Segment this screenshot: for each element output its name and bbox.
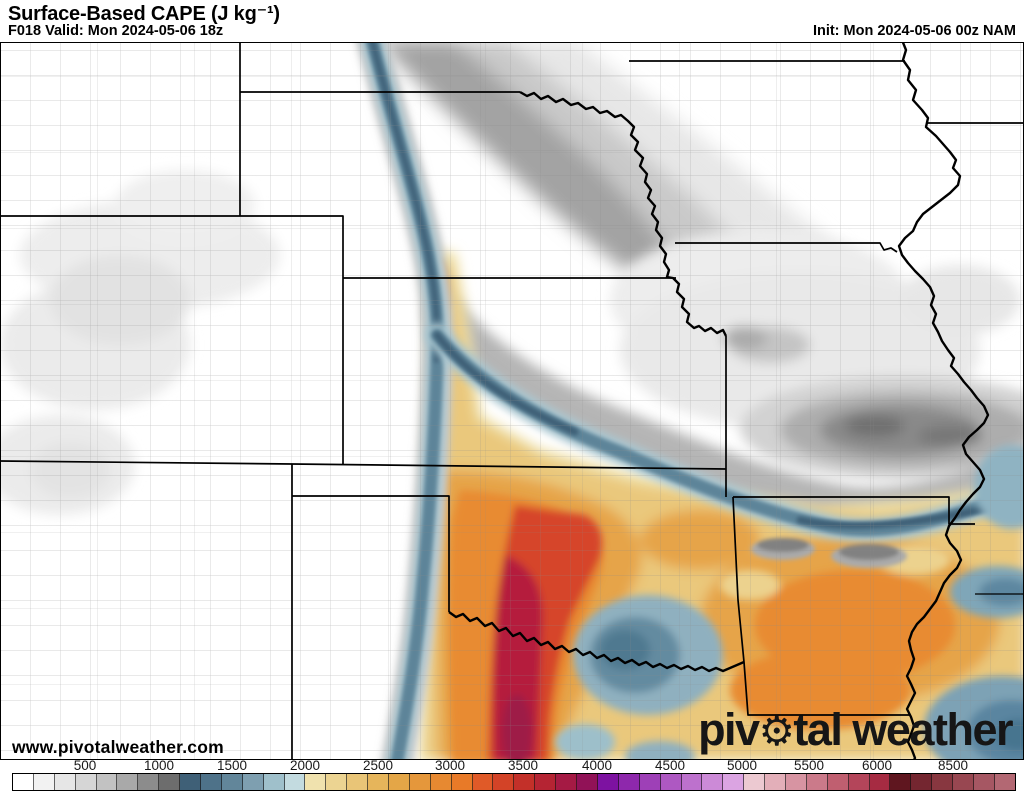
colorbar-cell (242, 774, 264, 790)
logo-text: tal weather (793, 704, 1013, 755)
colorbar-tick-label: 5000 (726, 758, 758, 773)
colorbar-cell (911, 774, 933, 790)
colorbar-cell (368, 774, 390, 790)
colorbar-cell (221, 774, 243, 790)
colorbar-tick-label: 3500 (507, 758, 539, 773)
colorbar-cell (263, 774, 285, 790)
colorbar-cell (597, 774, 619, 790)
colorbar-cell (159, 774, 181, 790)
colorbar-tick-label: 1500 (216, 758, 248, 773)
mississippi-river (897, 42, 990, 760)
colorbar-cell (493, 774, 515, 790)
colorbar-cell (54, 774, 76, 790)
colorbar-cell (556, 774, 578, 790)
colorbar-cell (702, 774, 724, 790)
colorbar-cell (96, 774, 118, 790)
colorbar-cell (827, 774, 849, 790)
rivers (448, 42, 990, 760)
colorbar-tick-label: 2500 (362, 758, 394, 773)
colorbar-cell (201, 774, 222, 790)
colorbar-cell (639, 774, 661, 790)
colorbar-tick-label: 5500 (793, 758, 825, 773)
watermark-url: www.pivotalweather.com (12, 737, 224, 757)
colorbar-cell (138, 774, 160, 790)
colorbar-cell (848, 774, 870, 790)
colorbar-tick-label: 3000 (434, 758, 466, 773)
colorbar-tick-label: 4000 (581, 758, 613, 773)
colorbar-cell (577, 774, 598, 790)
colorbar (12, 773, 1016, 791)
colorbar-cell (973, 774, 995, 790)
gear-icon: ⚙ (758, 708, 795, 754)
logo-text: piv (698, 704, 760, 755)
colorbar-cell (389, 774, 410, 790)
colorbar-cell (180, 774, 202, 790)
colorbar-cell (284, 774, 306, 790)
red-river (448, 611, 745, 673)
colorbar-cell (681, 774, 703, 790)
colorbar-tick-label: 6000 (861, 758, 893, 773)
colorbar-cell (409, 774, 431, 790)
colorbar-cell (890, 774, 912, 790)
missouri-river (519, 90, 728, 337)
colorbar-cell (347, 774, 369, 790)
colorbar-cell (33, 774, 55, 790)
pivotal-weather-logo: piv⚙tal weather (698, 704, 1013, 756)
colorbar-cell (765, 774, 786, 790)
colorbar-ticks: 500 1000 1500 2000 2500 3000 3500 4000 4500 5000 5… (0, 758, 1024, 773)
colorbar-tick-label: 4500 (654, 758, 686, 773)
valid-time-label: F018 Valid: Mon 2024-05-06 18z (8, 23, 224, 39)
colorbar-tick-label: 2000 (289, 758, 321, 773)
county-grid (0, 42, 1024, 760)
colorbar-cell (535, 774, 557, 790)
colorbar-cell (472, 774, 494, 790)
colorbar-cell (932, 774, 954, 790)
colorbar-cell (953, 774, 974, 790)
colorbar-cell (660, 774, 682, 790)
cape-map-svg (0, 42, 1024, 760)
header: Surface-Based CAPE (J kg⁻¹) F018 Valid: … (0, 0, 1024, 42)
cape-map: www.pivotalweather.com piv⚙tal weather (0, 42, 1024, 760)
colorbar-cell (13, 774, 34, 790)
colorbar-tick-label: 500 (73, 758, 97, 773)
colorbar-cell (869, 774, 891, 790)
colorbar-cell (514, 774, 536, 790)
colorbar-cell (430, 774, 452, 790)
page-title: Surface-Based CAPE (J kg⁻¹) (8, 3, 280, 25)
colorbar-cell (744, 774, 766, 790)
colorbar-cell (451, 774, 473, 790)
colorbar-cell (75, 774, 97, 790)
colorbar-cell (785, 774, 807, 790)
colorbar-cell (806, 774, 828, 790)
init-time-label: Init: Mon 2024-05-06 00z NAM (812, 23, 1016, 39)
colorbar-cell (994, 774, 1015, 790)
colorbar-tick-label: 8500 (937, 758, 969, 773)
colorbar-cell (723, 774, 745, 790)
colorbar-cell (305, 774, 327, 790)
colorbar-cell (618, 774, 640, 790)
colorbar-cell (117, 774, 139, 790)
colorbar-cell (326, 774, 348, 790)
colorbar-tick-label: 1000 (143, 758, 175, 773)
